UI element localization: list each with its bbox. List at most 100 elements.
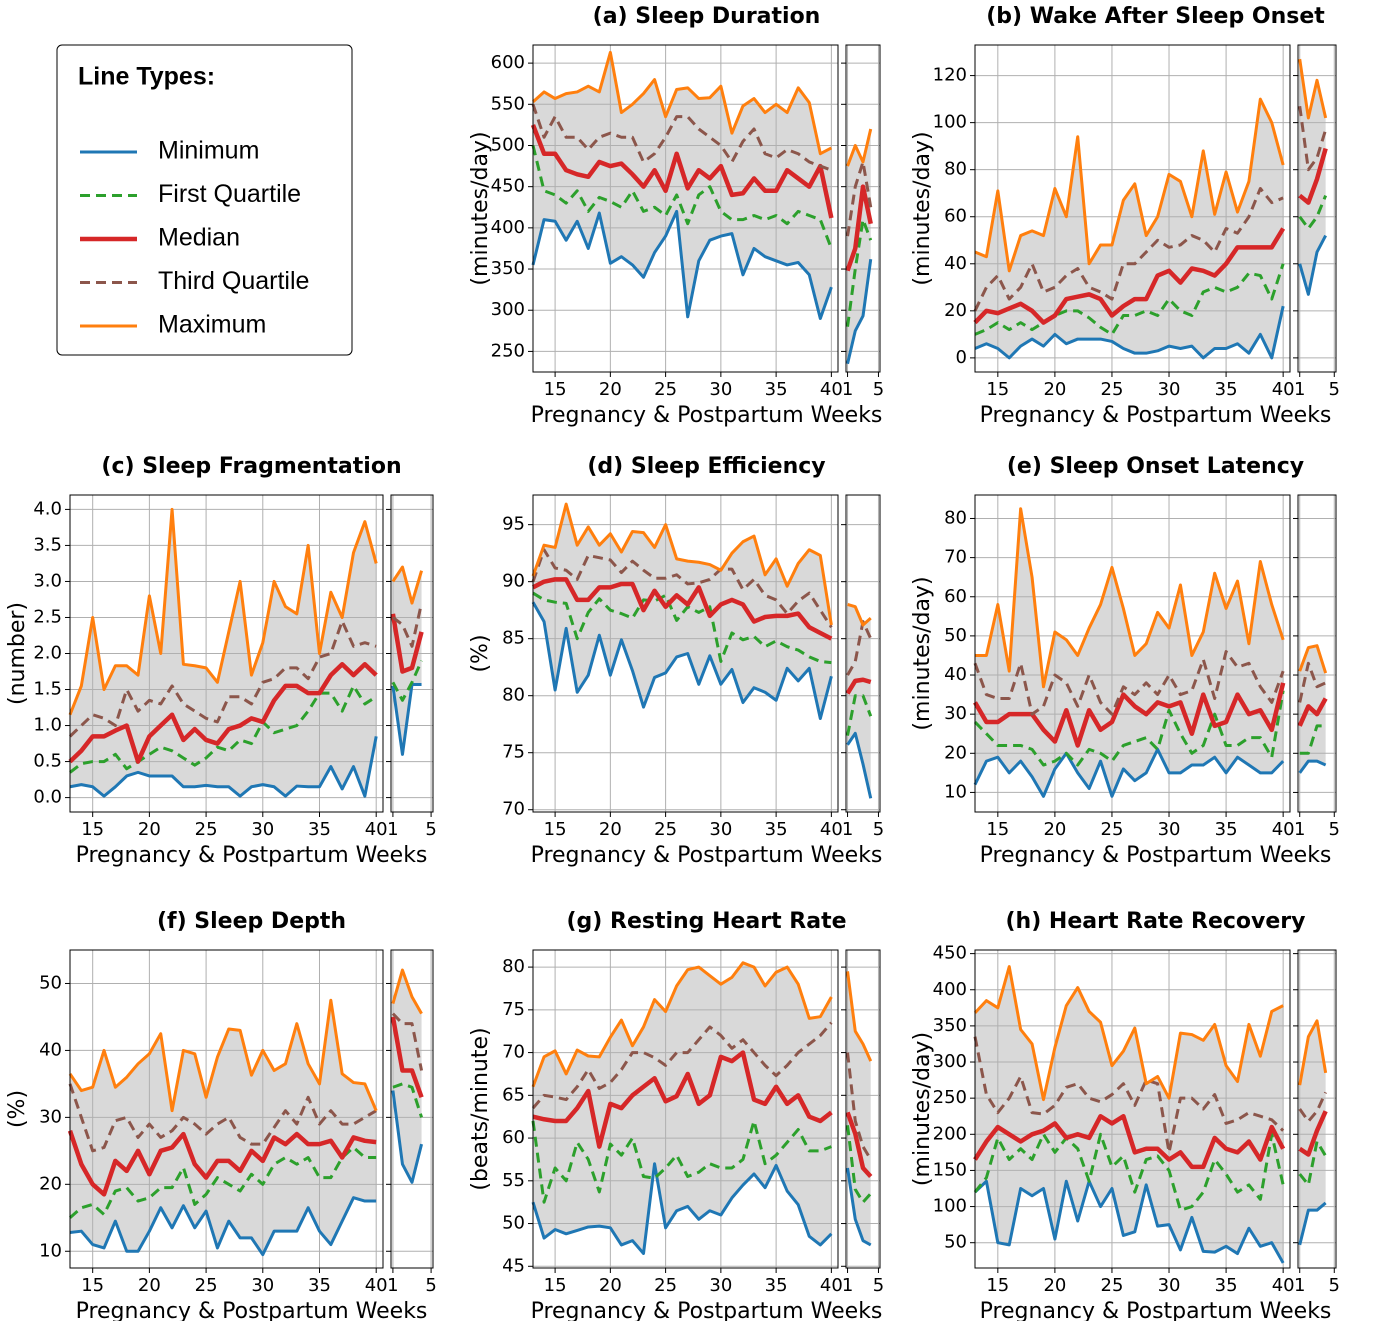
chart-title: (d) Sleep Efficiency [587, 454, 825, 479]
x-tick-label: 15 [544, 819, 567, 840]
x-tick-label: 30 [1158, 819, 1181, 840]
x-tick-label: 15 [986, 1275, 1009, 1296]
x-axis-label: Pregnancy & Postpartum Weeks [531, 403, 883, 428]
y-tick-label: 10 [39, 1240, 62, 1261]
x-tick-label: 20 [599, 379, 622, 400]
y-tick-label: 300 [933, 1051, 967, 1072]
x-tick-label: 30 [709, 1275, 732, 1296]
y-tick-label: 2.0 [33, 643, 62, 664]
series-line [973, 747, 1285, 798]
x-tick-label: 1 [842, 819, 853, 840]
chart-title: (b) Wake After Sleep Onset [986, 4, 1325, 29]
series-line [1298, 1201, 1327, 1246]
series-line [973, 690, 1285, 767]
y-tick-label: 20 [944, 300, 967, 321]
x-axis-label: Pregnancy & Postpartum Weeks [531, 843, 883, 868]
y-tick-label: 30 [39, 1106, 62, 1127]
series-line [1298, 105, 1328, 172]
y-tick-label: 80 [502, 685, 525, 706]
y-axis-label: (%) [5, 1090, 30, 1128]
y-axis-label: (minutes/day) [910, 131, 935, 285]
x-tick-label: 35 [308, 1275, 331, 1296]
plot-frame [974, 949, 1291, 1269]
y-tick-label: 100 [933, 1196, 967, 1217]
series-line [974, 305, 1285, 360]
x-tick-label: 20 [1043, 819, 1066, 840]
x-tick-label: 20 [138, 819, 161, 840]
y-tick-label: 3.0 [33, 570, 62, 591]
series-line [531, 1162, 833, 1255]
y-axis-label: (%) [468, 634, 493, 672]
series-line [68, 619, 377, 738]
x-axis-label: Pregnancy & Postpartum Weeks [980, 403, 1332, 428]
y-tick-label: 0 [956, 347, 967, 368]
x-tick-label: 40 [1272, 379, 1295, 400]
x-tick-label: 15 [81, 1275, 104, 1296]
x-tick-label: 20 [599, 819, 622, 840]
y-tick-label: 400 [933, 979, 967, 1000]
y-axis-label: (minutes/day) [468, 131, 493, 285]
y-tick-label: 400 [491, 217, 525, 238]
legend-label: Minimum [158, 137, 259, 165]
x-tick-label: 30 [1158, 1275, 1181, 1296]
x-tick-label: 30 [709, 379, 732, 400]
legend-title: Line Types: [78, 63, 215, 91]
series-line [845, 184, 873, 272]
y-tick-label: 250 [491, 340, 525, 361]
series-line [391, 565, 423, 605]
y-tick-label: 100 [933, 112, 967, 133]
range-band [1299, 59, 1326, 295]
x-tick-label: 30 [709, 819, 732, 840]
series-line [531, 1021, 833, 1110]
series-line [1298, 644, 1328, 674]
x-axis-label: Pregnancy & Postpartum Weeks [76, 1299, 428, 1321]
series-line [846, 1167, 872, 1247]
plot-frame [974, 494, 1291, 813]
y-tick-label: 40 [944, 664, 967, 685]
chart-title: (a) Sleep Duration [593, 4, 821, 29]
range-band [847, 604, 871, 799]
series-line [973, 1036, 1285, 1154]
plot-frame [390, 494, 434, 813]
series-line [973, 187, 1284, 312]
series-line [531, 502, 833, 626]
series-line [391, 1012, 424, 1071]
series-line [847, 603, 872, 627]
y-tick-label: 95 [502, 514, 525, 535]
legend-label: Third Quartile [158, 267, 309, 295]
series-line [846, 620, 873, 676]
series-line [1298, 194, 1328, 230]
series-line [1298, 147, 1328, 205]
y-tick-label: 50 [502, 1213, 525, 1234]
series-line [531, 209, 833, 320]
series-line [973, 682, 1286, 748]
x-tick-label: 1 [1294, 819, 1305, 840]
plot-frame [1297, 949, 1337, 1269]
series-line [846, 971, 873, 1062]
series-line [391, 682, 422, 756]
x-tick-label: 35 [1215, 379, 1238, 400]
series-line [391, 968, 423, 1015]
x-tick-label: 25 [654, 819, 677, 840]
x-tick-label: 35 [1215, 819, 1238, 840]
series-line [1298, 759, 1327, 774]
series-line [846, 258, 873, 365]
y-tick-label: 350 [933, 1015, 967, 1036]
series-line [975, 507, 1285, 689]
y-tick-label: 50 [944, 625, 967, 646]
y-tick-label: 40 [944, 253, 967, 274]
y-tick-label: 1.5 [33, 679, 62, 700]
y-tick-label: 60 [944, 206, 967, 227]
y-tick-label: 1.0 [33, 715, 62, 736]
series-line [531, 103, 832, 172]
series-line [846, 694, 873, 736]
x-tick-label: 40 [820, 379, 843, 400]
x-tick-label: 20 [1043, 1275, 1066, 1296]
y-tick-label: 75 [502, 742, 525, 763]
x-tick-label: 20 [599, 1275, 622, 1296]
x-tick-label: 40 [1272, 819, 1295, 840]
legend-label: Maximum [158, 311, 266, 339]
plot-frame [1297, 44, 1337, 373]
